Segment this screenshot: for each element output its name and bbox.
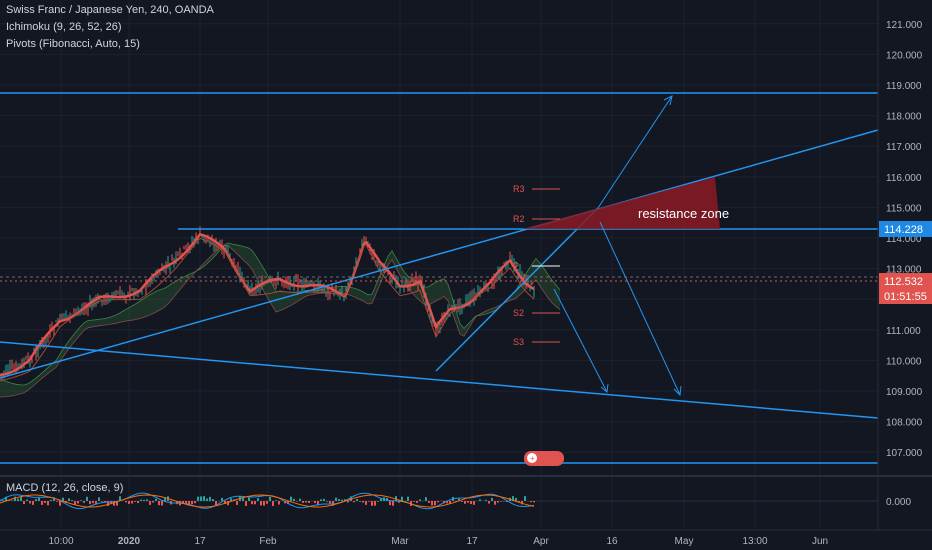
time-tick: 2020 bbox=[118, 536, 141, 547]
resistance-zone[interactable] bbox=[522, 177, 720, 229]
time-tick: Feb bbox=[259, 536, 277, 547]
ichimoku-cloud bbox=[0, 242, 561, 398]
svg-text:+: + bbox=[530, 454, 535, 463]
macd-pane bbox=[0, 492, 878, 510]
pivot-label-s3: S3 bbox=[513, 337, 524, 347]
time-tick: Mar bbox=[391, 536, 409, 547]
alert-marker[interactable]: + bbox=[524, 451, 564, 466]
trendline-falling[interactable] bbox=[0, 341, 879, 419]
ichimoku-kijun-line bbox=[0, 237, 535, 382]
time-tick: May bbox=[675, 536, 694, 547]
price-tick: 107.000 bbox=[886, 448, 923, 459]
price-tick: 118.000 bbox=[886, 112, 922, 123]
chart-grid bbox=[0, 0, 878, 530]
trendline-rising[interactable] bbox=[0, 129, 879, 379]
price-tick: 108.000 bbox=[886, 418, 923, 429]
price-tick: 115.000 bbox=[886, 203, 922, 214]
pivot-label-p: P bbox=[513, 261, 519, 271]
time-tick: 13:00 bbox=[742, 536, 767, 547]
time-tick: 16 bbox=[606, 536, 618, 547]
price-badge: 112.532 01:51:55 bbox=[879, 273, 932, 304]
pivot-label-r3: R3 bbox=[513, 184, 525, 194]
macd-zero-tick: 0.000 bbox=[886, 497, 911, 508]
pivot-levels: R3 R2 P S2 S3 bbox=[513, 184, 560, 347]
macd-legend[interactable]: MACD (12, 26, close, 9) bbox=[6, 482, 124, 494]
price-tick: 111.000 bbox=[886, 326, 921, 337]
svg-text:114.228: 114.228 bbox=[884, 224, 923, 236]
price-axis[interactable]: 121.000 120.000 119.000 118.000 117.000 116.0… bbox=[886, 20, 923, 459]
ichimoku-legend[interactable]: Ichimoku (9, 26, 52, 26) bbox=[6, 21, 122, 33]
pivots-legend[interactable]: Pivots (Fibonacci, Auto, 15) bbox=[6, 38, 140, 50]
price-tick: 109.000 bbox=[886, 387, 923, 398]
time-tick: 17 bbox=[466, 536, 478, 547]
time-axis[interactable]: 10:00 2020 17 Feb Mar 17 Apr 16 May 13:00 Jun bbox=[48, 536, 828, 547]
price-tick: 114.000 bbox=[886, 234, 922, 245]
price-tick: 110.000 bbox=[886, 356, 922, 367]
price-tick: 119.000 bbox=[886, 81, 922, 92]
price-tick: 121.000 bbox=[886, 20, 923, 31]
price-tick: 113.000 bbox=[886, 265, 922, 276]
pivot-label-r2: R2 bbox=[513, 214, 525, 224]
svg-text:112.532: 112.532 bbox=[884, 276, 923, 288]
price-tick: 120.000 bbox=[886, 50, 923, 61]
price-tick: 117.000 bbox=[886, 142, 922, 153]
countdown: 01:51:55 bbox=[884, 291, 927, 303]
time-tick: 17 bbox=[194, 536, 206, 547]
symbol-legend[interactable]: Swiss Franc / Japanese Yen, 240, OANDA bbox=[6, 4, 214, 16]
pivot-label-s2: S2 bbox=[513, 308, 524, 318]
wedge-lower-line[interactable] bbox=[435, 207, 599, 372]
projection-arrows[interactable] bbox=[553, 95, 682, 397]
resistance-zone-label: resistance zone bbox=[638, 206, 729, 221]
level-badge: 114.228 bbox=[879, 221, 932, 237]
time-tick: 10:00 bbox=[48, 536, 73, 547]
price-tick: 116.000 bbox=[886, 173, 922, 184]
time-tick: Jun bbox=[812, 536, 828, 547]
time-tick: Apr bbox=[533, 536, 549, 547]
